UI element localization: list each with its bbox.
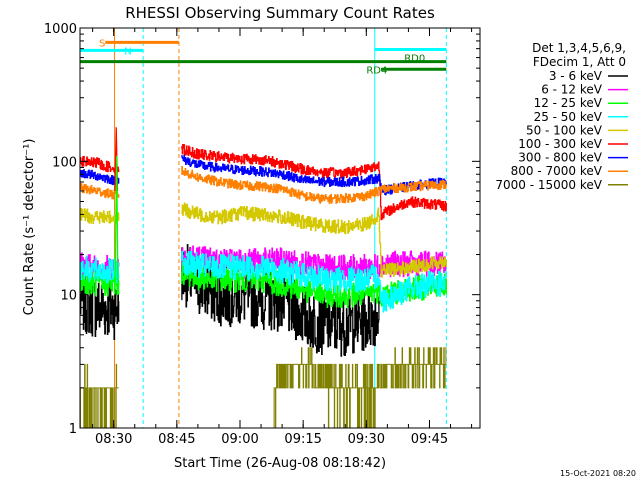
x-tick-label-3: 09:15 (284, 432, 321, 447)
axes: 08:30 08:45 09:00 09:15 09:30 09:45 1 10 100 1000 (44, 22, 481, 447)
y-tick-label-1: 10 (60, 289, 77, 304)
legend-header-line-2: FDecim 1, Att 0 (533, 55, 626, 69)
x-tick-label-0: 08:30 (95, 432, 132, 447)
legend-label-6: 300 - 800 keV (518, 151, 602, 165)
x-tick-label-2: 09:00 (221, 432, 258, 447)
legend-label-0: 3 - 6 keV (549, 69, 603, 83)
annotation-label-s: S (99, 38, 105, 49)
annotation-label-rd4: RD4 (366, 65, 387, 76)
legend-label-2: 12 - 25 keV (534, 96, 603, 110)
legend: Det 1,3,4,5,6,9, FDecim 1, Att 0 3 - 6 k… (495, 41, 628, 192)
series-line-100-300keV (79, 143, 447, 221)
series-line-50-100keV (79, 202, 447, 278)
annotation-label-n: N (124, 46, 131, 57)
annotation-label-rd0: RD0 (404, 54, 425, 65)
x-tick-label-5: 09:45 (411, 432, 448, 447)
legend-label-1: 6 - 12 keV (541, 83, 603, 97)
legend-label-3: 25 - 50 keV (534, 110, 603, 124)
legend-label-8: 7000 - 15000 keV (495, 178, 602, 192)
x-tick-label-4: 09:30 (348, 432, 385, 447)
y-tick-label-3: 1000 (44, 22, 77, 37)
series-line-800-7000keV (79, 166, 447, 205)
chart-title: RHESSI Observing Summary Count Rates (125, 4, 435, 22)
legend-header-line-1: Det 1,3,4,5,6,9, (532, 41, 626, 55)
x-tick-label-1: 08:45 (158, 432, 195, 447)
y-axis-label: Count Rate (s⁻¹ detector⁻¹) (22, 139, 37, 316)
legend-label-4: 50 - 100 keV (526, 123, 603, 137)
legend-label-5: 100 - 300 keV (518, 137, 602, 151)
x-axis-label: Start Time (26-Aug-08 08:18:42) (174, 456, 386, 471)
series-line-7000-15000keV (79, 347, 447, 429)
legend-label-7: 800 - 7000 keV (511, 164, 603, 178)
timestamp-label: 15-Oct-2021 08:20 (560, 469, 636, 478)
axes-frame (79, 27, 481, 429)
series-line-25-50keV (79, 250, 447, 313)
plot-area: S N RD0 RD4 (79, 28, 447, 429)
flare-spike-low (114, 155, 119, 295)
y-tick-label-0: 1 (69, 422, 77, 437)
y-tick-label-2: 100 (52, 155, 77, 170)
